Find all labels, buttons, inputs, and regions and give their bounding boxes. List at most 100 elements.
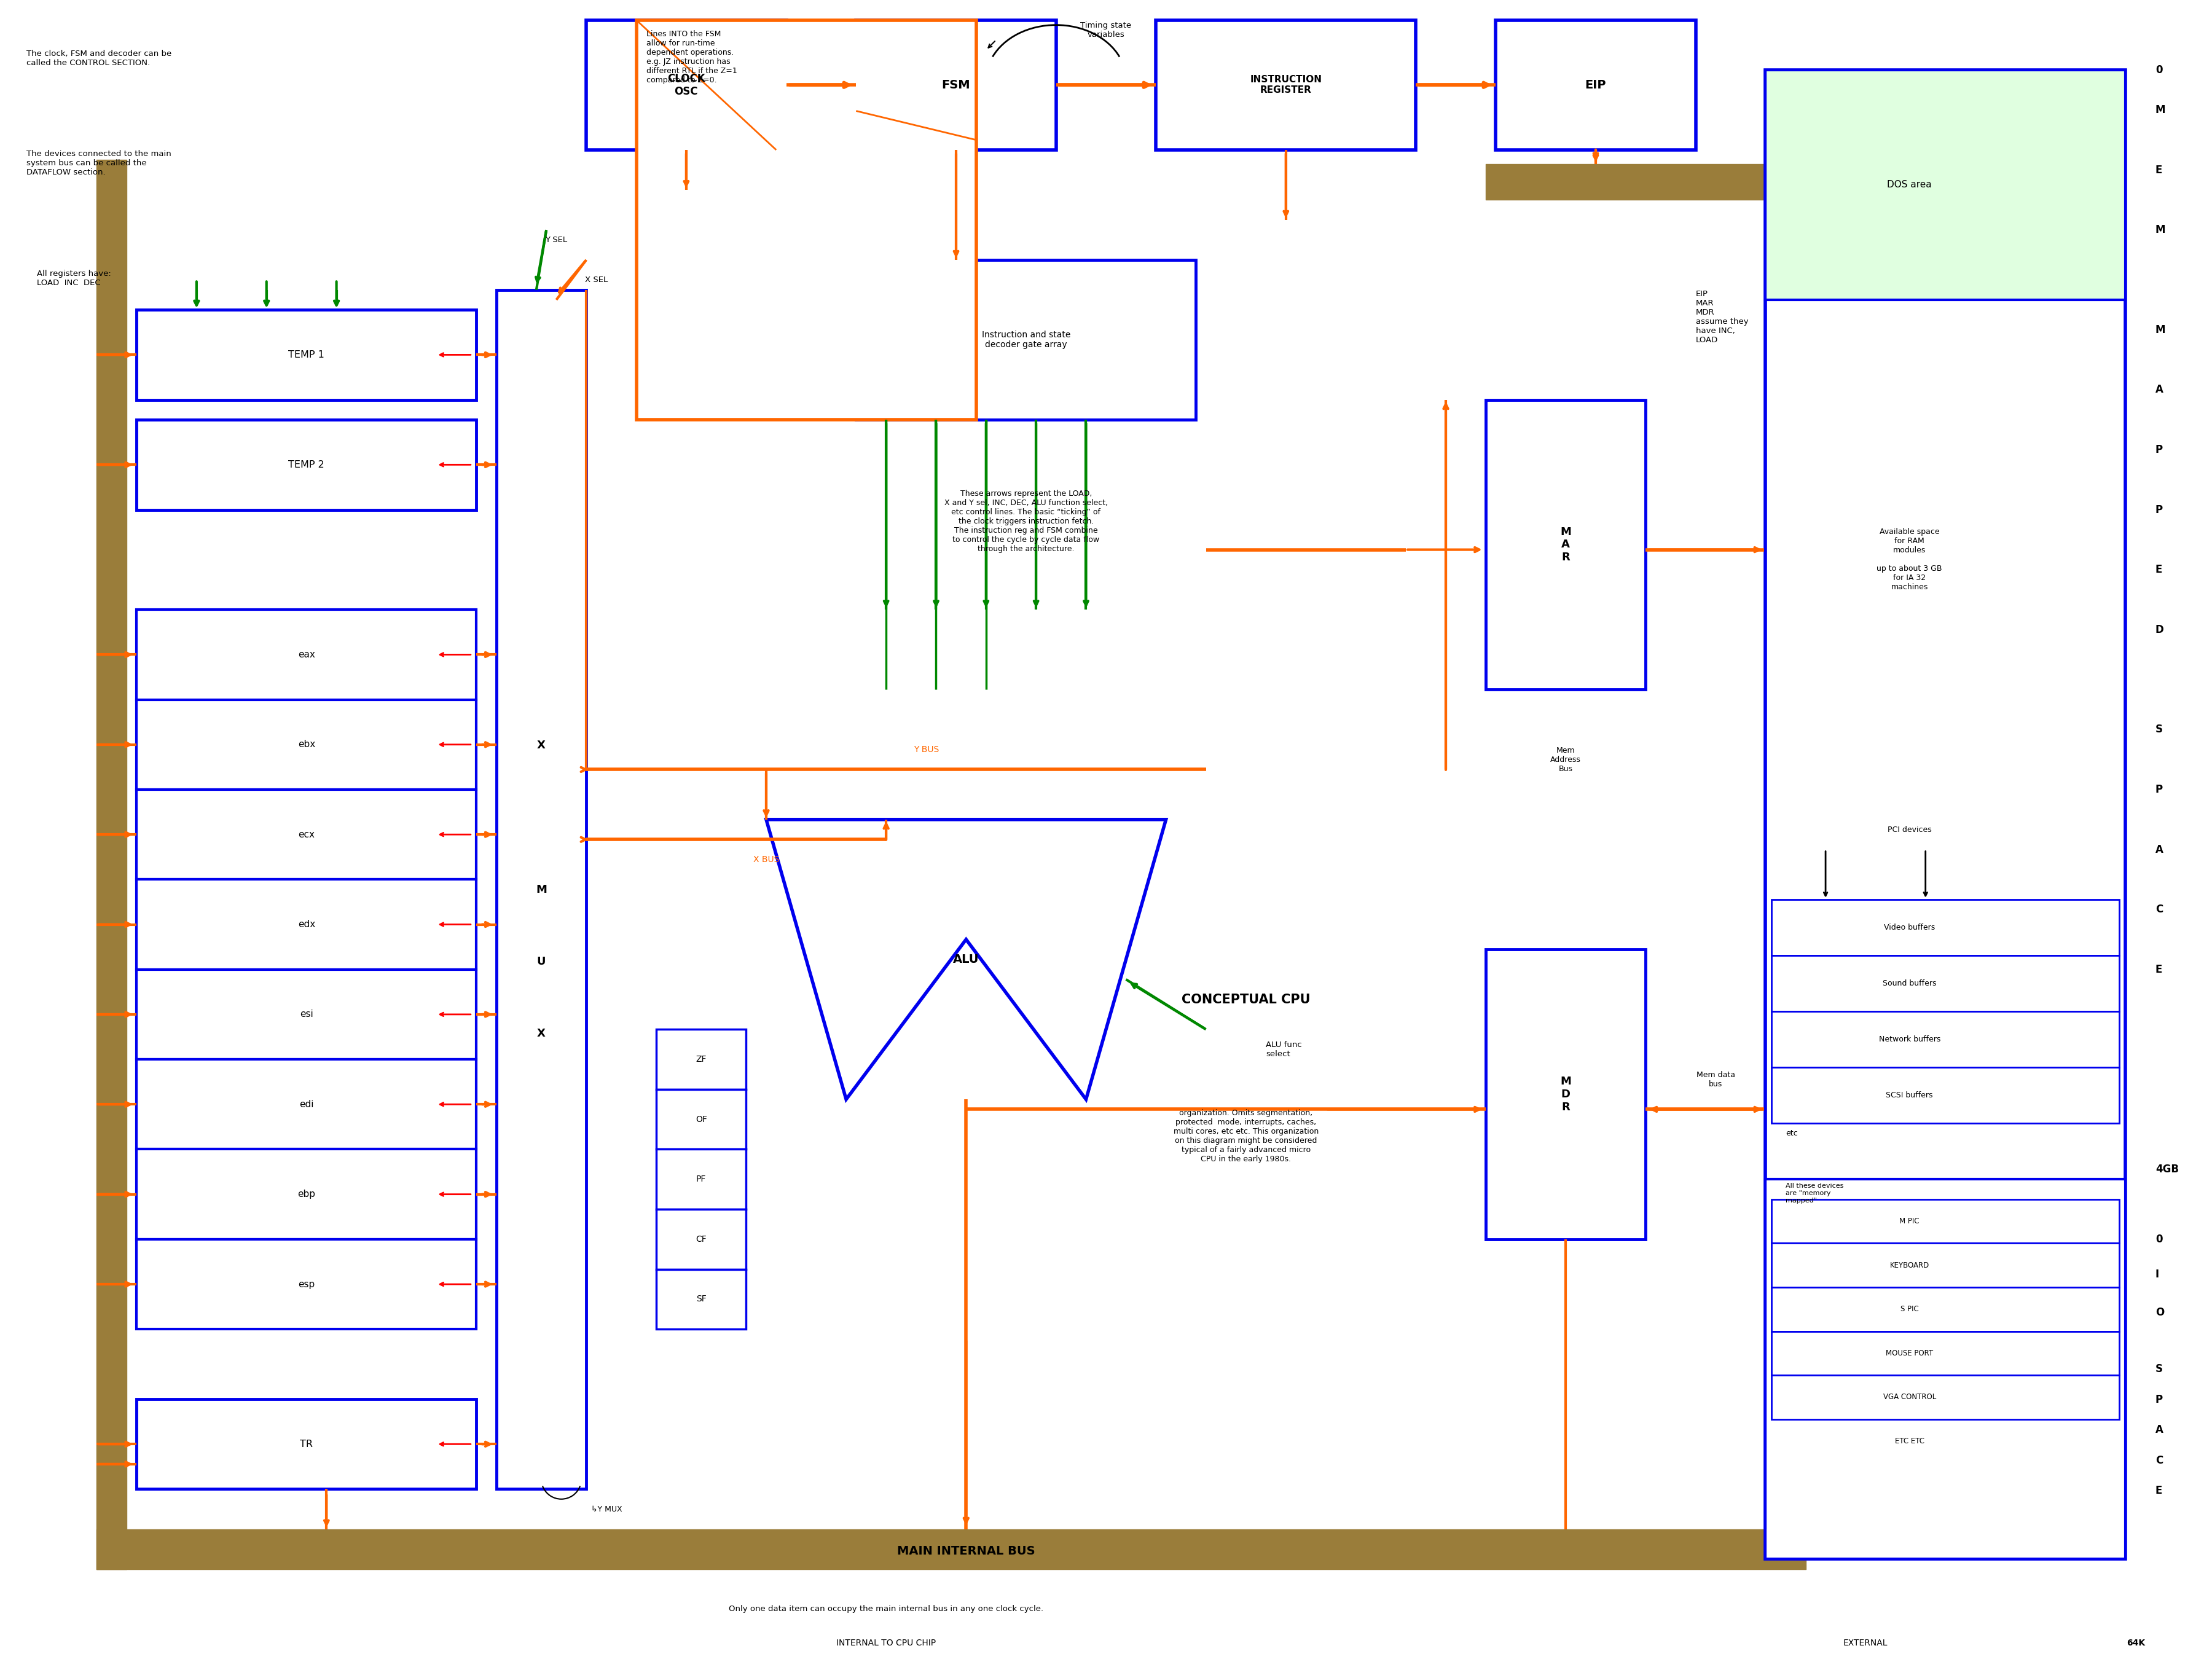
- Text: CONCEPTUAL CPU: CONCEPTUAL CPU: [1181, 994, 1310, 1005]
- Bar: [1765, 70, 2126, 1559]
- Text: M: M: [2154, 224, 2166, 236]
- Text: Sound buffers: Sound buffers: [1882, 979, 1936, 987]
- Text: S: S: [2154, 723, 2163, 735]
- Text: VGA CONTROL: VGA CONTROL: [1882, 1394, 1936, 1402]
- Bar: [1765, 1180, 2126, 1559]
- Bar: [1772, 899, 2119, 956]
- Bar: [856, 260, 1197, 420]
- Text: All registers have:
LOAD  INC  DEC: All registers have: LOAD INC DEC: [38, 270, 111, 287]
- Text: DOS area: DOS area: [1887, 181, 1931, 189]
- Text: X: X: [538, 1029, 546, 1039]
- Text: 4GB: 4GB: [2154, 1163, 2179, 1175]
- Text: EIP: EIP: [1586, 80, 1606, 91]
- Text: SCSI buffers: SCSI buffers: [1887, 1092, 1933, 1100]
- Text: ebx: ebx: [299, 740, 314, 750]
- Text: CLOCK
OSC: CLOCK OSC: [668, 73, 706, 96]
- Text: M
D
R: M D R: [1559, 1077, 1571, 1113]
- Bar: [1772, 1331, 2119, 1375]
- Bar: [657, 1150, 745, 1209]
- Text: ecx: ecx: [299, 830, 314, 839]
- Bar: [1772, 1287, 2119, 1331]
- Bar: [137, 1150, 476, 1239]
- Text: 0: 0: [2154, 1234, 2163, 1244]
- Text: eax: eax: [299, 650, 314, 659]
- Bar: [1486, 949, 1646, 1239]
- Text: The devices connected to the main
system bus can be called the
DATAFLOW section.: The devices connected to the main system…: [27, 149, 173, 176]
- Text: 0: 0: [2154, 65, 2163, 76]
- Text: OF: OF: [695, 1115, 708, 1123]
- Text: EXTERNAL: EXTERNAL: [1843, 1639, 1887, 1647]
- Text: Available space
for RAM
modules

up to about 3 GB
for IA 32
machines: Available space for RAM modules up to ab…: [1876, 528, 1942, 591]
- Text: M: M: [2154, 105, 2166, 116]
- Bar: [657, 1090, 745, 1150]
- Text: C: C: [2154, 904, 2163, 916]
- Text: EIP
MAR
MDR
assume they
have INC,
LOAD: EIP MAR MDR assume they have INC, LOAD: [1697, 290, 1747, 343]
- Text: MOUSE PORT: MOUSE PORT: [1887, 1349, 1933, 1357]
- Text: edx: edx: [299, 919, 314, 929]
- Bar: [1772, 956, 2119, 1012]
- Text: P: P: [2154, 445, 2163, 455]
- Text: X BUS: X BUS: [754, 854, 779, 864]
- Text: A: A: [2154, 1425, 2163, 1435]
- Text: X: X: [538, 740, 546, 752]
- Text: C: C: [2154, 1455, 2163, 1467]
- Bar: [1772, 1199, 2119, 1243]
- Text: U: U: [538, 956, 546, 967]
- Text: ALU func
select: ALU func select: [1265, 1040, 1303, 1058]
- Text: These arrows represent the LOAD,
X and Y sel, INC, DEC, ALU function select,
etc: These arrows represent the LOAD, X and Y…: [945, 489, 1108, 552]
- Text: A: A: [2154, 385, 2163, 395]
- Text: E: E: [2154, 564, 2163, 576]
- Text: CF: CF: [697, 1234, 706, 1244]
- Text: esp: esp: [299, 1279, 314, 1289]
- Text: Video buffers: Video buffers: [1885, 924, 1936, 931]
- Bar: [657, 1269, 745, 1329]
- Bar: [856, 20, 1055, 149]
- Text: Network buffers: Network buffers: [1878, 1035, 1940, 1044]
- Text: KEYBOARD: KEYBOARD: [1889, 1261, 1929, 1269]
- Bar: [657, 1209, 745, 1269]
- Text: All these devices
are "memory
mapped": All these devices are "memory mapped": [1785, 1183, 1843, 1203]
- Polygon shape: [765, 820, 1166, 1100]
- Bar: [137, 879, 476, 969]
- Text: ETC ETC: ETC ETC: [1896, 1437, 1924, 1445]
- Bar: [1772, 1375, 2119, 1418]
- Text: S PIC: S PIC: [1900, 1306, 1918, 1314]
- Text: O: O: [2154, 1307, 2163, 1317]
- Text: Only one data item can occupy the main internal bus in any one clock cycle.: Only one data item can occupy the main i…: [728, 1604, 1044, 1613]
- Text: TR: TR: [301, 1440, 312, 1448]
- Text: M: M: [2154, 324, 2166, 335]
- Text: FSM: FSM: [942, 80, 971, 91]
- Text: P: P: [2154, 785, 2163, 795]
- Bar: [586, 20, 785, 149]
- Text: E: E: [2154, 1485, 2163, 1496]
- Bar: [495, 290, 586, 1490]
- Bar: [137, 969, 476, 1060]
- Bar: [137, 609, 476, 700]
- Text: Instruction and state
decoder gate array: Instruction and state decoder gate array: [982, 330, 1071, 348]
- Text: E: E: [2154, 164, 2163, 176]
- Text: edi: edi: [299, 1100, 314, 1108]
- Text: Timing state
variables: Timing state variables: [1079, 22, 1133, 38]
- Text: P: P: [2154, 504, 2163, 516]
- Bar: [137, 1060, 476, 1150]
- Text: E: E: [2154, 964, 2163, 975]
- Text: TEMP 1: TEMP 1: [288, 350, 325, 360]
- Text: P: P: [2154, 1394, 2163, 1405]
- Bar: [137, 1239, 476, 1329]
- Text: A: A: [2154, 844, 2163, 854]
- Text: TEMP 2: TEMP 2: [288, 460, 325, 469]
- Text: Mem data
bus: Mem data bus: [1697, 1070, 1734, 1088]
- Text: X SEL: X SEL: [584, 275, 608, 284]
- Text: The clock, FSM and decoder can be
called the CONTROL SECTION.: The clock, FSM and decoder can be called…: [27, 50, 173, 66]
- Text: INSTRUCTION
REGISTER: INSTRUCTION REGISTER: [1250, 75, 1323, 95]
- Bar: [1486, 400, 1646, 690]
- Bar: [657, 1029, 745, 1090]
- Text: etc: etc: [1785, 1130, 1798, 1138]
- Text: SF: SF: [697, 1296, 706, 1304]
- Text: Y BUS: Y BUS: [914, 745, 938, 753]
- Text: ebp: ebp: [299, 1190, 316, 1199]
- Text: Mem
Address
Bus: Mem Address Bus: [1551, 747, 1582, 773]
- Text: M: M: [535, 884, 546, 894]
- Text: organization. Omits segmentation,
protected  mode, interrupts, caches,
multi cor: organization. Omits segmentation, protec…: [1172, 1110, 1318, 1163]
- Bar: [137, 1399, 476, 1490]
